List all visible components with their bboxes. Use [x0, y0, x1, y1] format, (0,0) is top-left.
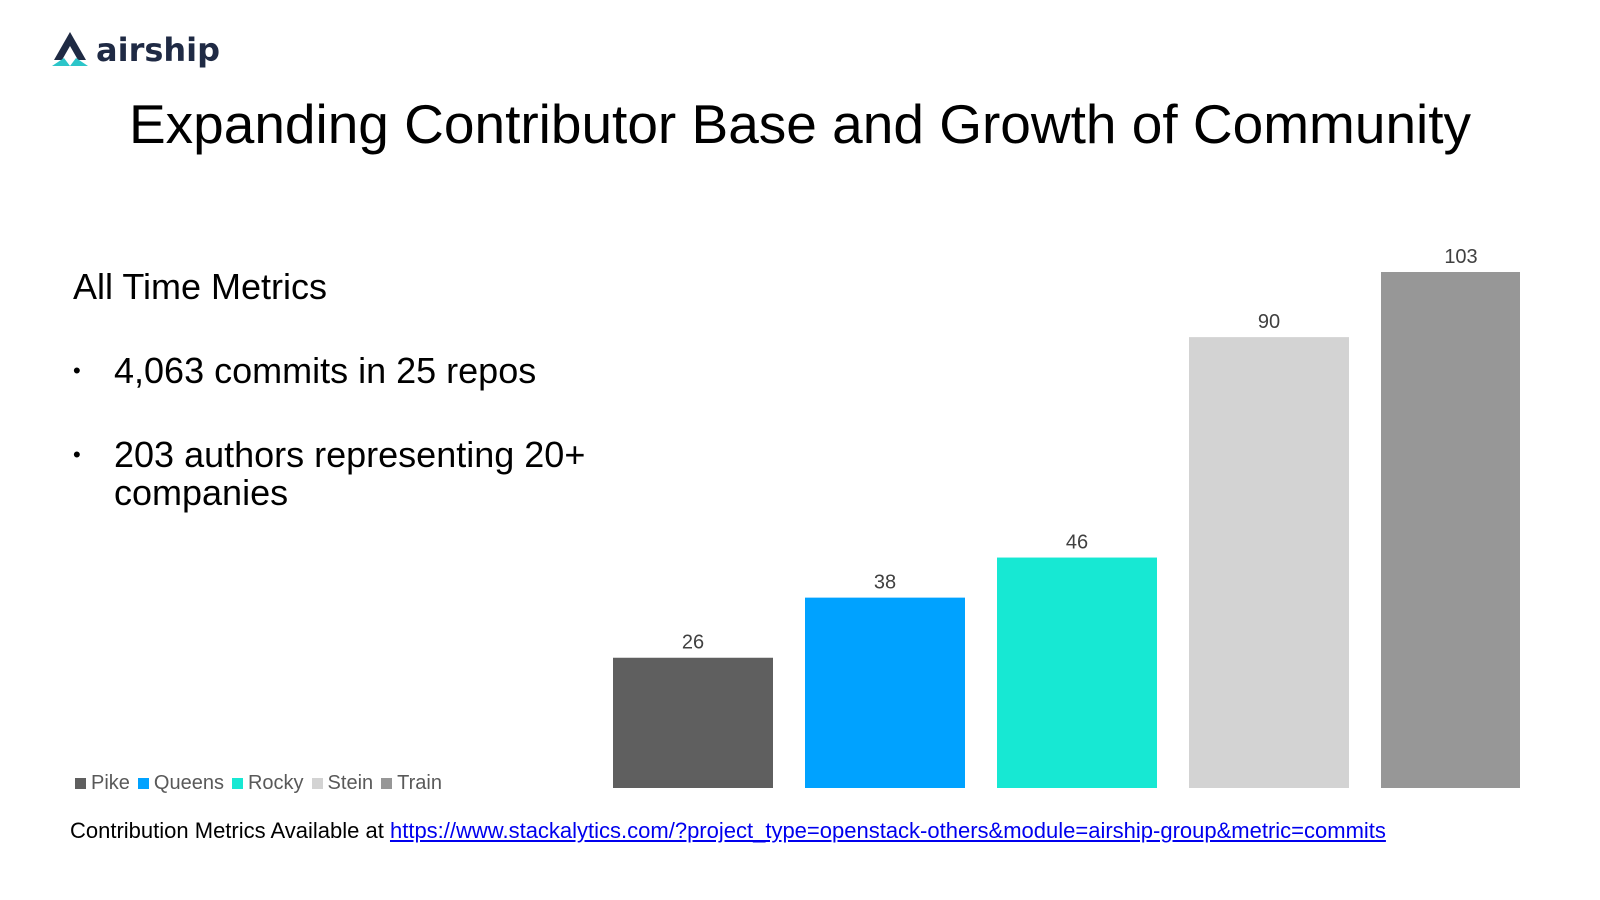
- commits-bar-chart: 26 38 46 90 103: [613, 246, 1520, 788]
- bar-queens: [805, 597, 965, 788]
- bar-pike: [613, 657, 773, 788]
- metrics-subheading: All Time Metrics: [73, 266, 328, 307]
- legend-label-rocky: Rocky: [247, 772, 304, 794]
- bullet-dot-icon: •: [73, 442, 81, 467]
- legend-label-pike: Pike: [91, 772, 130, 794]
- slide-title: Expanding Contributor Base and Growth of…: [128, 93, 1472, 155]
- bar-rocky: [997, 557, 1157, 788]
- data-label-queens: 38: [874, 572, 896, 594]
- airship-logo: airship: [50, 30, 220, 70]
- legend-item-train: Train: [381, 772, 442, 795]
- legend-label-train: Train: [397, 772, 442, 794]
- bullet-authors: • 203 authors representing 20+ companies: [73, 436, 633, 512]
- stackalytics-link[interactable]: https://www.stackalytics.com/?project_ty…: [389, 818, 1386, 843]
- metrics-bullet-list: • 4,063 commits in 25 repos • 203 authors …: [73, 352, 633, 558]
- legend-label-stein: Stein: [327, 772, 374, 794]
- data-label-rocky: 46: [1066, 532, 1088, 554]
- data-label-stein: 90: [1258, 311, 1280, 333]
- data-label-train: 103: [1444, 246, 1477, 268]
- bar-train: [1381, 272, 1520, 788]
- bar-stein: [1189, 337, 1349, 788]
- bullet-commits: • 4,063 commits in 25 repos: [73, 352, 633, 390]
- airship-logo-icon: [52, 32, 88, 66]
- chart-legend: Pike Queens Rocky Stein Train: [75, 772, 450, 795]
- bullet-dot-icon: •: [73, 358, 81, 383]
- footer-note: Contribution Metrics Available at https:…: [70, 818, 1386, 844]
- legend-item-queens: Queens: [137, 772, 224, 795]
- legend-swatch-pike: [75, 778, 86, 789]
- legend-item-stein: Stein: [311, 772, 374, 795]
- legend-item-pike: Pike: [75, 772, 130, 795]
- bullet-commits-text: 4,063 commits in 25 repos: [114, 350, 537, 391]
- legend-swatch-queens: [137, 778, 149, 789]
- data-label-pike: 26: [682, 632, 704, 654]
- bullet-authors-text: 203 authors representing 20+ companies: [114, 434, 586, 513]
- legend-swatch-train: [381, 778, 393, 789]
- airship-logo-text: airship: [96, 31, 221, 69]
- legend-swatch-rocky: [231, 778, 243, 789]
- footer-prefix: Contribution Metrics Available at: [70, 818, 390, 843]
- legend-label-queens: Queens: [153, 772, 224, 794]
- legend-item-rocky: Rocky: [231, 772, 304, 795]
- legend-swatch-stein: [311, 778, 323, 789]
